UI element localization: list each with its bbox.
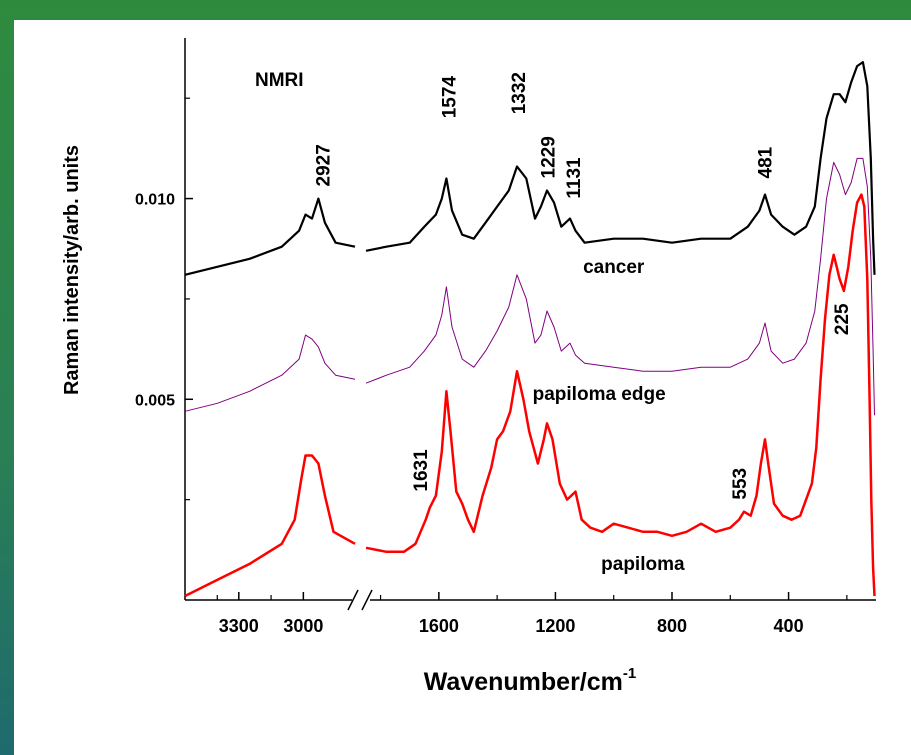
peak-annotation: 553 [730,468,751,500]
peak-annotation: 1332 [509,72,530,114]
series-label: papiloma edge [533,384,666,405]
peak-annotation: 1229 [539,136,560,178]
x-tick-label: 1600 [419,616,459,636]
plot-area: 0.005 0.010 3300 3000 1600 1200 800 400 cancer pa… [135,38,876,636]
y-axis-label: Raman intensity/arb. units [61,145,83,395]
peak-annotation: 1131 [564,157,585,199]
series-line-cancer-left [184,197,356,276]
y-tick-label: 0.010 [135,192,175,209]
peak-annotation: 1631 [411,449,432,492]
x-tick-label: 800 [657,616,687,636]
series-line-papiloma-edge-left [184,334,356,412]
series-line-papiloma-right [365,193,876,597]
x-axis-superscript: -1 [623,665,636,682]
y-tick-label: 0.005 [135,392,175,409]
series-line-papiloma-left [184,454,356,598]
x-axis-label: Wavenumber/cm [424,668,623,696]
series-label: cancer [583,257,645,278]
axis-break-mark-right [361,589,373,611]
y-axis-title: Raman intensity/arb. units [61,145,83,395]
x-tick-label: 3300 [219,616,259,636]
x-axis-title: Wavenumber/cm-1 [424,665,636,696]
series-line-cancer-right [365,61,876,275]
peak-annotation: 481 [756,146,777,178]
x-axis-title-text: Wavenumber/cm-1 [424,665,636,696]
peak-annotation: 2927 [314,144,335,186]
peak-annotation: 1574 [440,76,461,119]
series-label: papiloma [601,554,685,575]
axis-break-mark-left [347,589,359,611]
plot-panel [14,20,911,755]
x-tick-label: 400 [774,616,804,636]
chart-title: NMRI [255,70,304,91]
x-tick-label: 1200 [535,616,575,636]
x-tick-label: 3000 [283,616,323,636]
series-line-papiloma-edge-right [365,157,875,416]
peak-annotation: 225 [832,303,853,335]
